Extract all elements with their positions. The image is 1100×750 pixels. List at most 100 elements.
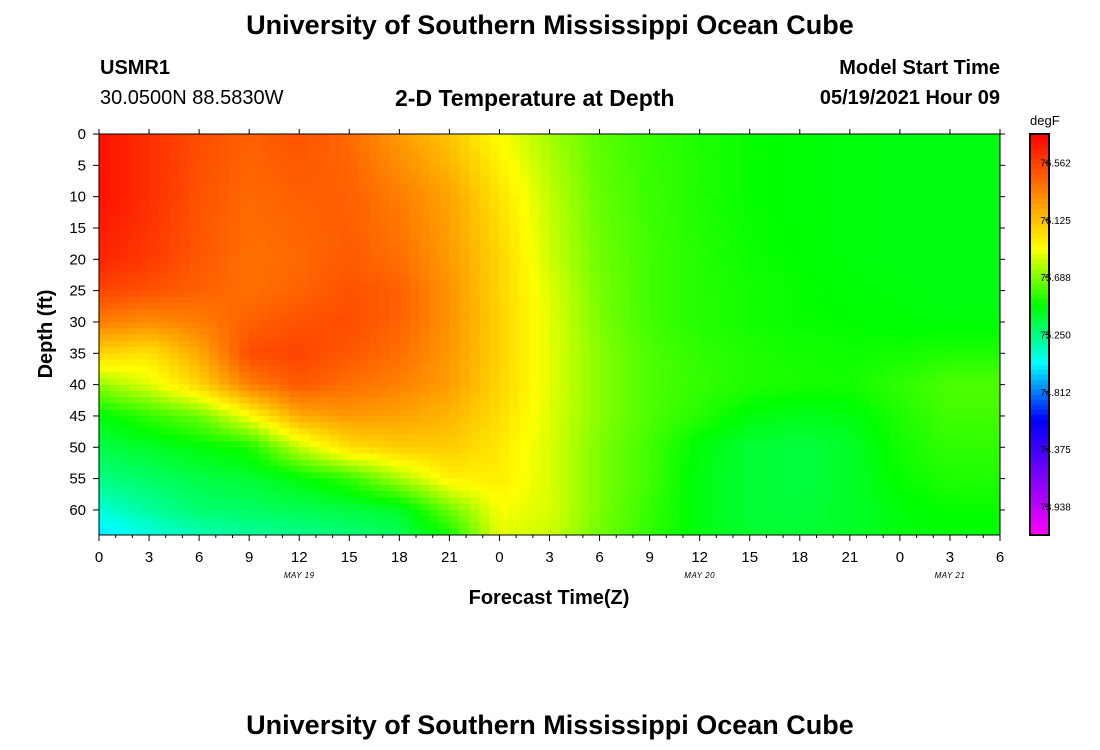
heatmap-cell	[449, 384, 460, 392]
heatmap-cell	[479, 134, 491, 141]
heatmap-cell	[689, 447, 701, 455]
heatmap-cell	[849, 409, 861, 417]
heatmap-cell	[439, 328, 450, 336]
heatmap-cell	[469, 472, 481, 480]
heatmap-cell	[139, 397, 150, 405]
heatmap-cell	[829, 290, 841, 298]
heatmap-cell	[739, 209, 751, 217]
heatmap-cell	[169, 340, 180, 348]
heatmap-cell	[729, 253, 741, 260]
heatmap-cell	[719, 403, 731, 411]
heatmap-cell	[129, 328, 140, 336]
heatmap-cell	[889, 159, 901, 166]
heatmap-cell	[979, 403, 991, 411]
heatmap-cell	[769, 227, 781, 235]
heatmap-cell	[509, 303, 521, 311]
heatmap-cell	[929, 328, 941, 336]
heatmap-cell	[289, 409, 300, 417]
heatmap-cell	[99, 184, 110, 191]
heatmap-cell	[889, 265, 901, 273]
heatmap-cell	[289, 290, 300, 298]
heatmap-cell	[349, 309, 360, 317]
heatmap-cell	[619, 190, 631, 198]
heatmap-cell	[539, 428, 551, 436]
heatmap-cell	[309, 278, 320, 285]
heatmap-cell	[789, 459, 801, 467]
heatmap-cell	[119, 359, 130, 367]
heatmap-cell	[289, 453, 300, 461]
heatmap-cell	[249, 184, 260, 191]
heatmap-cell	[279, 453, 290, 461]
heatmap-cell	[889, 284, 901, 292]
heatmap-cell	[149, 378, 160, 386]
heatmap-cell	[739, 140, 751, 148]
heatmap-cell	[409, 422, 420, 430]
heatmap-cell	[669, 365, 681, 373]
heatmap-cell	[339, 384, 350, 392]
heatmap-cell	[819, 278, 831, 285]
heatmap-cell	[389, 372, 400, 379]
heatmap-cell	[289, 466, 300, 473]
heatmap-cell	[729, 159, 741, 166]
heatmap-cell	[259, 466, 270, 473]
heatmap-cell	[579, 372, 591, 379]
heatmap-cell	[899, 397, 911, 405]
heatmap-cell	[239, 234, 250, 242]
heatmap-cell	[259, 265, 270, 273]
heatmap-cell	[749, 422, 761, 430]
heatmap-cell	[369, 321, 380, 329]
heatmap-cell	[959, 422, 971, 430]
heatmap-cell	[889, 415, 901, 423]
heatmap-cell	[949, 434, 961, 442]
heatmap-cell	[559, 253, 571, 260]
heatmap-cell	[849, 466, 861, 473]
heatmap-cell	[659, 209, 671, 217]
heatmap-cell	[739, 190, 751, 198]
heatmap-cell	[839, 146, 851, 154]
heatmap-cell	[759, 165, 771, 173]
heatmap-cell	[349, 453, 360, 461]
heatmap-cell	[429, 165, 440, 173]
heatmap-cell	[699, 177, 711, 185]
heatmap-cell	[219, 434, 230, 442]
heatmap-cell	[629, 184, 641, 191]
heatmap-cell	[189, 202, 200, 210]
heatmap-cell	[739, 353, 751, 361]
heatmap-cell	[929, 472, 941, 480]
heatmap-cell	[219, 309, 230, 317]
heatmap-cell	[799, 152, 811, 160]
heatmap-cell	[259, 390, 270, 398]
heatmap-cell	[209, 303, 220, 311]
heatmap-cell	[959, 284, 971, 292]
heatmap-cell	[559, 290, 571, 298]
heatmap-cell	[239, 415, 250, 423]
heatmap-cell	[349, 347, 360, 354]
heatmap-cell	[509, 227, 521, 235]
heatmap-cell	[359, 202, 370, 210]
heatmap-cell	[209, 321, 220, 329]
heatmap-cell	[389, 415, 400, 423]
heatmap-cell	[959, 459, 971, 467]
heatmap-cell	[619, 409, 631, 417]
heatmap-cell	[799, 271, 811, 279]
heatmap-cell	[959, 134, 971, 141]
heatmap-cell	[579, 390, 591, 398]
heatmap-cell	[259, 134, 270, 141]
heatmap-cell	[389, 378, 400, 386]
heatmap-cell	[319, 315, 330, 323]
heatmap-cell	[919, 334, 931, 342]
heatmap-cell	[339, 190, 350, 198]
heatmap-cell	[279, 422, 290, 430]
heatmap-cell	[509, 152, 521, 160]
heatmap-cell	[989, 265, 1000, 273]
heatmap-cell	[99, 359, 110, 367]
heatmap-cell	[969, 334, 981, 342]
heatmap-cell	[659, 415, 671, 423]
heatmap-cell	[209, 422, 220, 430]
heatmap-cell	[449, 347, 460, 354]
heatmap-cell	[649, 159, 661, 166]
heatmap-cell	[759, 253, 771, 260]
heatmap-cell	[549, 271, 561, 279]
heatmap-cell	[919, 253, 931, 260]
heatmap-cell	[559, 309, 571, 317]
